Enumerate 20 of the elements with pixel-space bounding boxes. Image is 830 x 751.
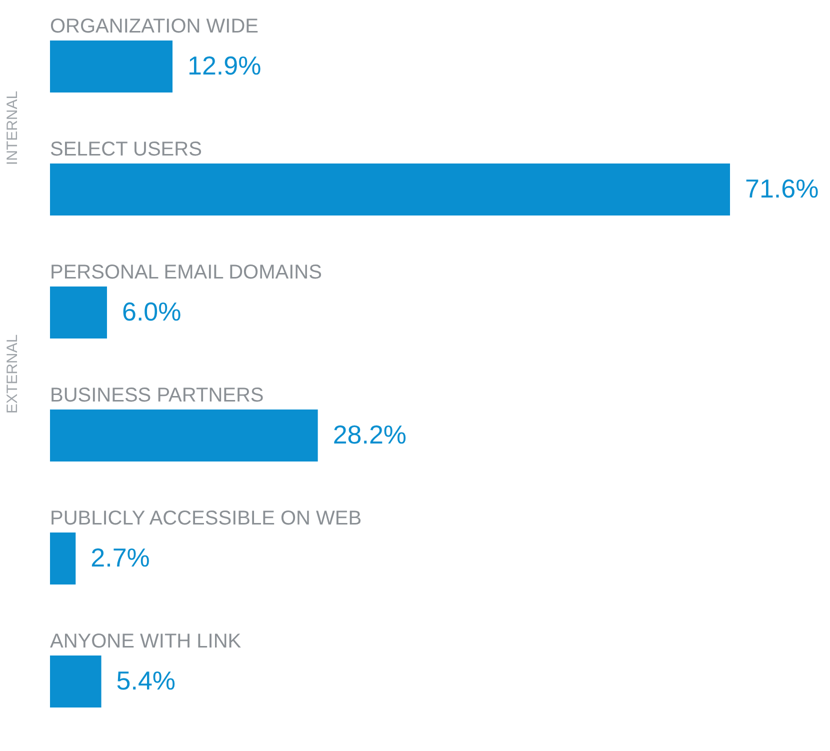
data-label: 28.2% <box>332 420 407 450</box>
y-tick-label: PUBLICLY ACCESSIBLE ON WEB <box>50 508 362 530</box>
bar <box>50 656 102 708</box>
y-tick-label: BUSINESS PARTNERS <box>50 384 264 406</box>
y-tick-label: PERSONAL EMAIL DOMAINS <box>50 262 322 284</box>
data-label: 12.9% <box>188 50 262 80</box>
data-label: 2.7% <box>90 542 150 572</box>
y-tick-label: SELECT USERS <box>50 138 202 160</box>
bar <box>50 40 173 92</box>
bar <box>50 532 76 584</box>
text: INTERNAL <box>4 90 21 166</box>
bar <box>50 286 107 338</box>
data-label: 5.4% <box>116 666 176 696</box>
data-label: 71.6% <box>745 174 819 204</box>
data-label: 6.0% <box>122 296 182 326</box>
bar <box>50 164 730 216</box>
bar <box>50 410 318 462</box>
y-tick-label: ANYONE WITH LINK <box>50 630 242 652</box>
y-tick-label: ORGANIZATION WIDE <box>50 16 259 38</box>
text: EXTERNAL <box>4 334 21 414</box>
